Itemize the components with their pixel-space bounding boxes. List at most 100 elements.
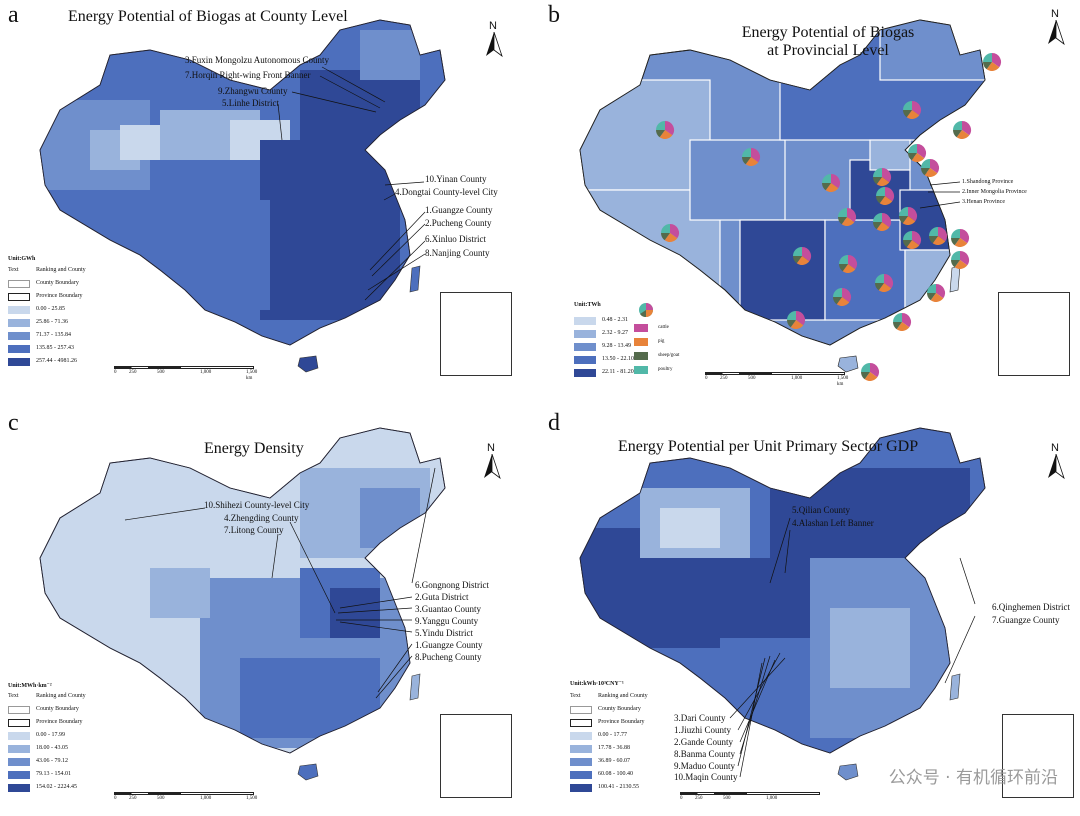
south-china-sea-inset — [1002, 714, 1074, 798]
panel-title: Energy Potential of Biogas at County Lev… — [68, 8, 348, 25]
pie-slice-poultry — [875, 274, 884, 283]
legend-swatch — [8, 345, 30, 353]
pie-slice-pig — [745, 157, 759, 166]
legend-label: 2.32 - 9.27 — [602, 330, 628, 336]
province-pie-chart — [893, 313, 911, 331]
legend-label: 13.50 - 22.10 — [602, 356, 634, 362]
pie-slice-pig — [841, 217, 855, 226]
legend-swatch — [634, 338, 648, 346]
legend-swatch — [570, 719, 592, 727]
pie-slice-poultry — [742, 148, 751, 157]
province-pie-chart — [908, 144, 926, 163]
pie-slice-cattle — [802, 247, 811, 262]
province-pie-chart — [921, 159, 939, 178]
legend-swatch — [570, 784, 592, 792]
pie-slice-pig — [906, 240, 920, 249]
annotation: 9.Zhangwu County — [218, 86, 288, 96]
legend-label: County Boundary — [36, 280, 79, 286]
pie-slice-cattle — [842, 288, 851, 303]
pie-slice-pig — [930, 293, 944, 303]
pie-slice-pig — [876, 177, 890, 186]
pie-slice-poultry — [793, 247, 802, 256]
pie-slice-sheep_goat — [839, 264, 848, 272]
legend-swatch — [8, 745, 30, 753]
pie-slice-sheep_goat — [875, 283, 884, 291]
pie-slice-cattle — [930, 159, 939, 174]
panel-d: d Energy Potential per Unit Primary Sect… — [540, 408, 1080, 816]
pie-slice-cattle — [665, 121, 674, 136]
north-arrow-icon: N — [1046, 8, 1066, 46]
scale-tick: 250 — [129, 796, 137, 801]
legend-label: Province Boundary — [36, 719, 83, 725]
legend-label: 0.48 - 2.31 — [602, 317, 628, 323]
annotation: 2.Inner Mongolia Province — [962, 189, 1027, 195]
panel-title: Energy Potential of Biogas at Provincial… — [733, 24, 923, 60]
north-arrow-icon: N — [482, 442, 502, 480]
pie-slice-cattle — [992, 53, 1002, 68]
panel-title: Energy Density — [204, 440, 304, 457]
legend-swatch — [570, 745, 592, 753]
pie-slice-cattle — [882, 213, 892, 228]
pie-slice-sheep_goat — [742, 157, 751, 165]
pie-slice-sheep_goat — [908, 153, 917, 161]
annotation: 10.Maqin County — [674, 772, 738, 782]
pie-slice-sheep_goat — [921, 168, 930, 176]
province-pie-chart — [833, 288, 851, 307]
pie-slice-cattle — [670, 224, 679, 239]
pie-slice-cattle — [847, 208, 856, 223]
pie-slice-cattle — [960, 229, 969, 244]
pie-slice-cattle — [831, 174, 840, 189]
annotation: 6.Xinluo District — [425, 234, 486, 244]
province-pie-chart — [951, 251, 969, 269]
legend-label: 17.78 - 36.88 — [598, 745, 630, 751]
scale-tick: 1,500 — [837, 376, 849, 381]
pie-slice-poultry — [861, 363, 870, 372]
pie-slice-sheep_goat — [838, 217, 847, 225]
pie-slice-sheep_goat — [893, 322, 902, 330]
province-pie-chart — [656, 121, 674, 140]
pie-slice-sheep_goat — [833, 297, 842, 305]
pie-slice-cattle — [751, 148, 760, 163]
legend-label: 0.00 - 17.99 — [36, 732, 65, 738]
annotation: 3.Henan Province — [962, 199, 1005, 205]
pie-slice-cattle — [962, 121, 971, 136]
province-pie-chart — [876, 187, 894, 206]
pie-slice-cattle — [884, 274, 894, 289]
pie-slice-sheep_goat — [927, 293, 936, 301]
scale-tick: 0 — [705, 376, 708, 381]
annotation: 1.Shandong Province — [962, 179, 1014, 185]
legend-label: 0.00 - 17.77 — [598, 732, 627, 738]
annotation: 4.Dongtai County-level City — [395, 187, 498, 197]
annotation: 8.Pucheng County — [415, 652, 482, 662]
scale-bar: 0 250 500 1,000 1,500 km — [114, 366, 257, 381]
pie-slice-pig — [896, 322, 910, 331]
legend-label: County Boundary — [598, 706, 641, 712]
legend-swatch — [8, 332, 30, 340]
legend-swatch — [8, 732, 30, 740]
scale-tick: 1,000 — [791, 376, 803, 381]
map-energy-per-gdp — [579, 427, 986, 781]
scale-tick: 500 — [748, 376, 756, 381]
pie-slice-pig — [836, 297, 850, 307]
pie-slice-pig — [864, 372, 878, 382]
legend-label: 36.89 - 60.07 — [598, 758, 630, 764]
pie-slice-sheep_goat — [929, 236, 938, 244]
scale-tick: 500 — [723, 796, 731, 801]
province-pie-chart — [873, 213, 892, 231]
province-pie-chart — [953, 121, 971, 139]
legend-label: Province Boundary — [36, 293, 83, 299]
annotation: 1.Jiuzhi County — [674, 725, 732, 735]
scale-unit: km — [837, 382, 844, 387]
legend-label: pig — [658, 339, 665, 344]
pie-slice-pig — [878, 283, 892, 292]
north-label: N — [489, 20, 497, 32]
province-pie-chart — [929, 227, 947, 245]
north-label: N — [487, 442, 495, 454]
annotation: 8.Nanjing County — [425, 248, 490, 258]
pie-slice-sheep_goat — [656, 130, 665, 138]
pie-slice-poultry — [787, 311, 796, 320]
pie-slice-poultry — [822, 174, 831, 183]
annotation: 5.Linhe District — [222, 98, 279, 108]
scale-tick: 250 — [720, 376, 728, 381]
annotation: 1.Guangze County — [425, 205, 493, 215]
